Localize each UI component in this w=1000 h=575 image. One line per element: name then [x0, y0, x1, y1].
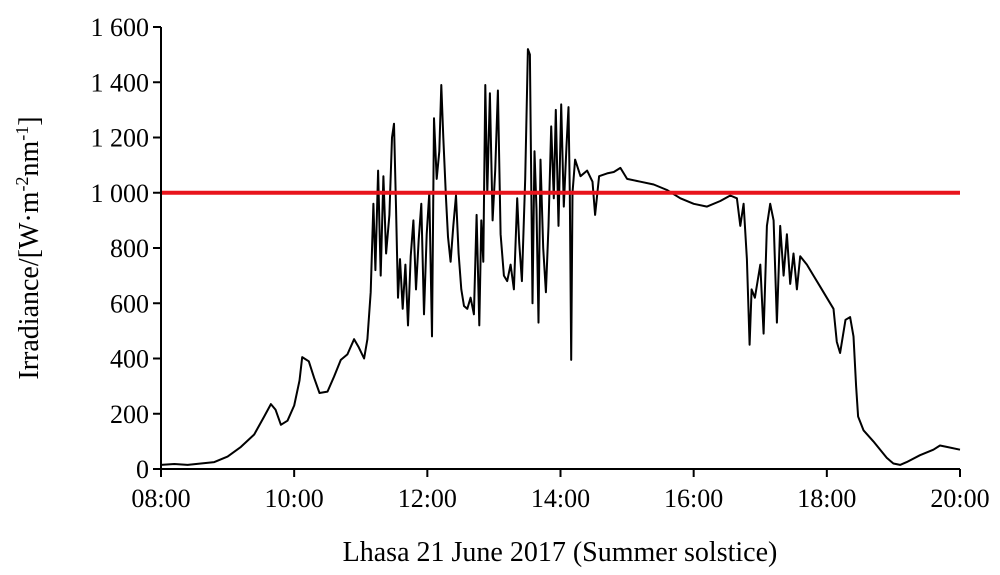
y-tick-label: 800 — [110, 234, 149, 263]
x-tick-label: 18:00 — [797, 484, 856, 513]
x-axis-title: Lhasa 21 June 2017 (Summer solstice) — [343, 537, 778, 568]
y-tick-label: 400 — [110, 345, 149, 374]
x-tick-label: 10:00 — [265, 484, 324, 513]
irradiance-series-line — [160, 48, 961, 466]
y-tick-label: 200 — [110, 400, 149, 429]
y-tick-label: 1 200 — [91, 124, 150, 153]
y-tick-label: 0 — [136, 455, 149, 484]
y-axis-title: Irradiance/[W·m-2nm-1] — [12, 116, 45, 379]
x-tick-label: 08:00 — [131, 484, 190, 513]
axes — [153, 26, 961, 477]
y-tick-label: 600 — [110, 289, 149, 318]
x-tick-label: 16:00 — [664, 484, 723, 513]
plot-area — [160, 48, 961, 466]
tick-labels: 0 200 400 600 800 1 000 1 200 1 400 1 600 08:00 10… — [91, 13, 990, 513]
y-tick-label: 1 400 — [91, 68, 150, 97]
y-tick-label: 1 600 — [91, 13, 150, 42]
x-tick-label: 20:00 — [930, 484, 989, 513]
x-tick-label: 12:00 — [398, 484, 457, 513]
y-tick-label: 1 000 — [91, 179, 150, 208]
x-tick-label: 14:00 — [531, 484, 590, 513]
